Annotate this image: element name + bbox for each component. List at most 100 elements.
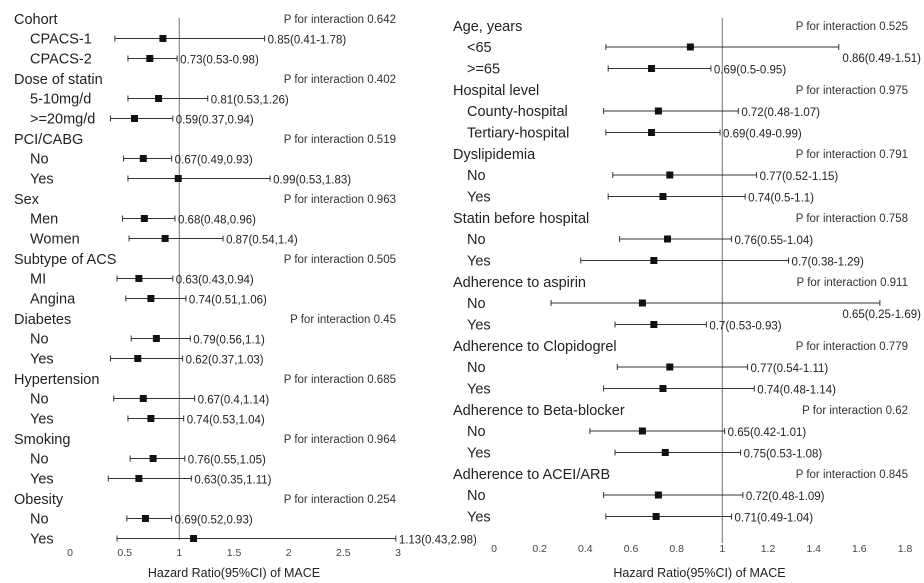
p-interaction-label: P for interaction 0.963 <box>284 194 396 206</box>
hr-point-marker <box>190 535 198 542</box>
hr-point-marker <box>147 415 155 422</box>
subgroup-label: No <box>30 392 49 408</box>
forest-panel-1: 0 0.5 1 1.5 2 2.5 3 Hazard Ratio(95%CI) of MACE… <box>14 12 477 580</box>
p-interaction-label: P for interaction 0.975 <box>796 85 908 97</box>
hr-point-marker <box>159 35 167 42</box>
ci-text-label: 0.74(0.53,1.04) <box>187 415 265 427</box>
subgroup-label: No <box>467 488 486 504</box>
group-label: Sex <box>14 192 40 208</box>
subgroup-label: No <box>30 512 49 528</box>
hr-point-marker <box>686 43 694 51</box>
p-interaction-label: P for interaction 0.685 <box>284 374 396 386</box>
subgroup-label: Yes <box>30 352 54 368</box>
subgroup-label: Yes <box>467 510 491 526</box>
subgroup-label: Yes <box>467 446 491 462</box>
ci-text-label: 0.69(0.5-0.95) <box>714 65 786 77</box>
subgroup-label: Yes <box>467 190 491 206</box>
hr-point-marker <box>131 115 139 122</box>
x-tick-label: 1 <box>719 543 725 555</box>
hr-point-marker <box>650 321 658 328</box>
ci-text-label: 0.85(0.41-1.78) <box>268 35 347 47</box>
group-label: Subtype of ACS <box>14 252 116 268</box>
ci-text-label: 1.13(0.43,2.98) <box>399 535 477 547</box>
hr-point-marker <box>141 515 149 522</box>
ci-text-label: 0.72(0.48-1.07) <box>741 107 820 119</box>
hr-point-marker <box>666 363 674 371</box>
ci-text-label: 0.71(0.49-1.04) <box>734 513 813 525</box>
p-interaction-label: P for interaction 0.779 <box>796 341 908 353</box>
subgroup-label: No <box>30 332 49 348</box>
ci-text-label: 0.69(0.49-0.99) <box>723 129 802 141</box>
hr-point-marker <box>135 275 143 282</box>
subgroup-label: Angina <box>30 292 76 308</box>
p-interaction-label: P for interaction 0.964 <box>284 434 397 446</box>
hr-point-marker <box>654 491 662 499</box>
ci-text-label: 0.67(0.49,0.93) <box>175 155 253 167</box>
subgroup-label: No <box>30 452 49 468</box>
x-tick-label: 1.2 <box>761 543 776 555</box>
ci-text-label: 0.65(0.42-1.01) <box>728 427 807 439</box>
p-interaction-label: P for interaction 0.254 <box>284 494 397 506</box>
p-interaction-label: P for interaction 0.519 <box>284 134 396 146</box>
group-label: Obesity <box>14 492 64 508</box>
ci-text-label: 0.62(0.37,1.03) <box>186 355 264 367</box>
forest-panel-2: 0 0.2 0.4 0.6 0.8 1 1.2 1.4 1.6 1.8 Hazard Ratio(9… <box>453 18 921 580</box>
group-label: Dyslipidemia <box>453 147 536 163</box>
subgroup-label: Yes <box>30 472 54 488</box>
subgroup-label: Yes <box>30 172 54 188</box>
subgroup-label: Yes <box>30 532 54 548</box>
ci-text-label: 0.68(0.48,0.96) <box>178 215 256 227</box>
group-label: Age, years <box>453 19 522 35</box>
hr-point-marker <box>648 65 656 72</box>
hr-point-marker <box>659 193 667 200</box>
group-label: Adherence to Beta-blocker <box>453 403 625 419</box>
ci-text-label: 0.99(0.53,1.83) <box>273 175 351 187</box>
x-tick-label: 3 <box>395 547 401 559</box>
subgroup-label: <65 <box>467 40 492 56</box>
hr-point-marker <box>149 455 157 462</box>
hr-point-marker <box>174 175 182 182</box>
group-label: Dose of statin <box>14 72 103 88</box>
p-interaction-label: P for interaction 0.505 <box>284 254 396 266</box>
x-tick-label: 0.6 <box>624 543 639 555</box>
subgroup-label: CPACS-2 <box>30 52 92 68</box>
p-interaction-label: P for interaction 0.845 <box>796 469 908 481</box>
p-interaction-label: P for interaction 0.758 <box>796 213 908 225</box>
subgroup-label: Men <box>30 212 58 228</box>
subgroup-label: 5-10mg/d <box>30 92 91 108</box>
ci-text-label: 0.76(0.55,1.05) <box>188 455 266 467</box>
ci-text-label: 0.79(0.56,1.1) <box>193 335 265 347</box>
subgroup-label: No <box>467 296 486 312</box>
group-label: Adherence to aspirin <box>453 275 586 291</box>
ci-text-label: 0.65(0.25-1.69) <box>842 309 921 321</box>
hr-point-marker <box>155 95 163 102</box>
x-axis-label: Hazard Ratio(95%CI) of MACE <box>148 566 320 580</box>
hr-point-marker <box>161 235 169 242</box>
hr-point-marker <box>139 155 147 162</box>
subgroup-label: Yes <box>467 254 491 270</box>
subgroup-label: No <box>467 168 486 184</box>
group-label: Adherence to ACEI/ARB <box>453 467 610 483</box>
x-tick-label: 1 <box>176 547 182 559</box>
ci-text-label: 0.63(0.43,0.94) <box>176 275 254 287</box>
ci-text-label: 0.74(0.48-1.14) <box>757 385 836 397</box>
hr-point-marker <box>140 215 148 222</box>
subgroup-label: >=20mg/d <box>30 112 95 128</box>
group-label: Cohort <box>14 12 58 28</box>
p-interaction-label: P for interaction 0.45 <box>290 314 396 326</box>
hr-point-marker <box>146 55 154 62</box>
p-interaction-label: P for interaction 0.642 <box>284 14 396 26</box>
group-label: Statin before hospital <box>453 211 589 227</box>
ci-text-label: 0.73(0.53-0.98) <box>180 55 259 67</box>
subgroup-label: No <box>467 232 486 248</box>
x-tick-label: 0.4 <box>578 543 593 555</box>
ci-text-label: 0.75(0.53-1.08) <box>744 449 823 461</box>
subgroup-label: MI <box>30 272 46 288</box>
ci-text-label: 0.81(0.53,1.26) <box>211 95 289 107</box>
ci-text-label: 0.72(0.48-1.09) <box>746 491 825 503</box>
x-tick-label: 0.8 <box>669 543 684 555</box>
x-tick-label: 0.5 <box>117 547 132 559</box>
hr-point-marker <box>135 475 143 482</box>
subgroup-label: County-hospital <box>467 104 568 120</box>
